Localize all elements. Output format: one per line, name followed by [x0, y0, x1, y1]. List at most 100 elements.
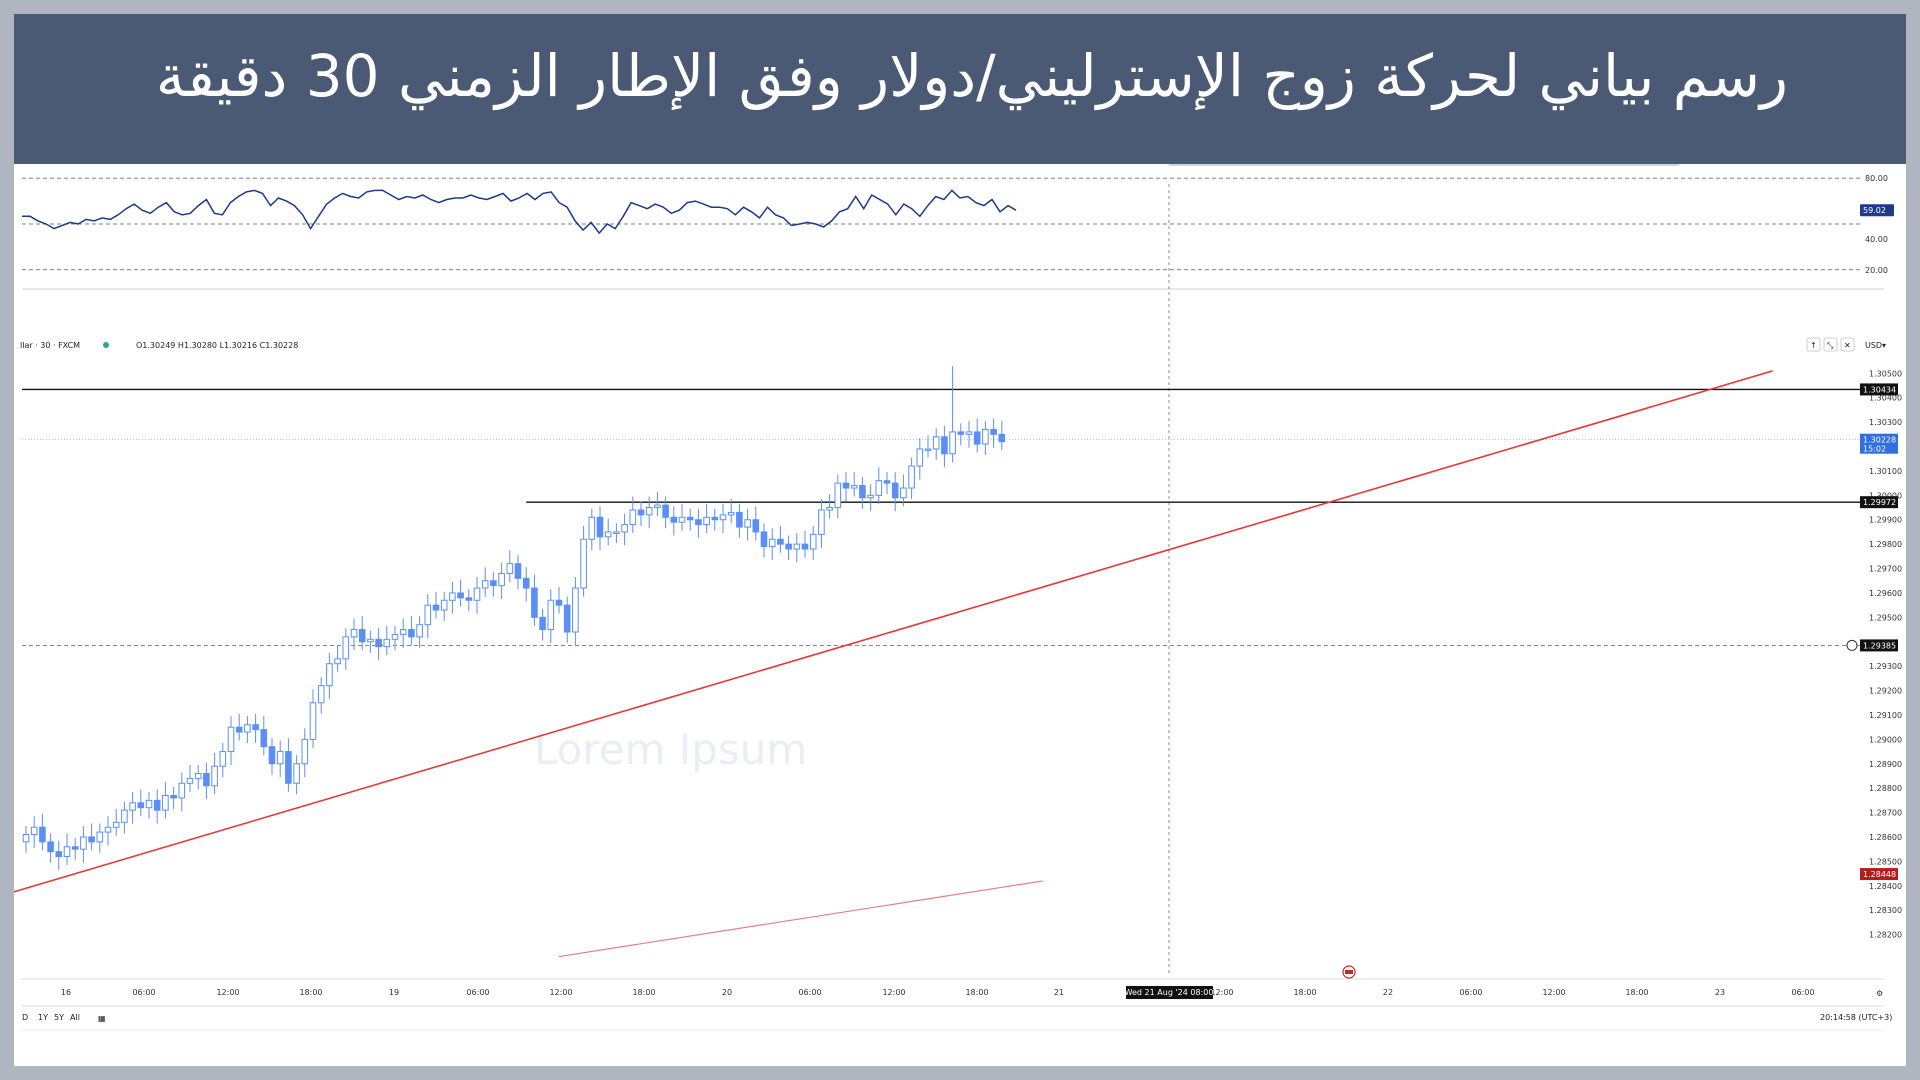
candle: [457, 579, 464, 607]
candle-down-body: [670, 516, 678, 523]
candle: [449, 581, 456, 614]
candle-up-body: [22, 834, 30, 843]
time-tick-label: 18:00: [1293, 988, 1316, 997]
candle-down-body: [662, 504, 669, 518]
candle-up-body: [580, 538, 587, 589]
candle-up-body: [908, 465, 915, 489]
price-tick-label: 1.28700: [1869, 809, 1902, 818]
candle-up-body: [244, 724, 251, 733]
candle-up-body: [932, 436, 940, 450]
arrow-up-icon: ↑: [1810, 341, 1817, 350]
candle: [826, 494, 833, 519]
candle-down-body: [235, 726, 243, 733]
symbol-label: llar · 30 · FXCM: [20, 341, 80, 350]
candle-up-body: [342, 636, 350, 660]
moving-average-line: [558, 880, 1043, 958]
candle-up-body: [572, 587, 579, 633]
candle-up-body: [621, 524, 628, 533]
candle-down-body: [736, 511, 743, 528]
candle: [375, 628, 382, 661]
candle-down-body: [88, 836, 95, 843]
candle: [506, 550, 514, 582]
candle-down-body: [170, 794, 177, 799]
candle-up-body: [186, 777, 194, 784]
candle-down-body: [432, 604, 440, 611]
candle-up-body: [63, 846, 71, 858]
price-tick-label: 1.30400: [1869, 394, 1902, 403]
candle: [760, 523, 768, 558]
level-price-badge: [1860, 496, 1898, 509]
price-tick-label: 1.30300: [1869, 418, 1902, 427]
candle-up-body: [383, 638, 391, 648]
time-tick-label: 12:00: [549, 988, 572, 997]
candle: [63, 833, 71, 866]
candle: [900, 474, 907, 507]
arrow-up-icon-box: [1806, 337, 1821, 352]
price-tick-label: 1.28300: [1869, 906, 1902, 915]
candle: [891, 472, 899, 512]
candle-up-body: [916, 448, 924, 467]
candle: [137, 789, 145, 817]
level-price-label: 1.30434: [1863, 385, 1896, 394]
candle: [408, 616, 415, 646]
price-tick-label: 1.30100: [1869, 467, 1902, 476]
collapse-icon-box: [1823, 337, 1838, 352]
candle-down-body: [941, 436, 948, 455]
candle-up-body: [547, 599, 555, 631]
candle-down-body: [252, 724, 259, 731]
range-button-d[interactable]: D: [22, 1013, 28, 1022]
close-pane-icon: ✕: [1844, 341, 1851, 350]
candle: [268, 738, 276, 775]
page-title: رسم بياني لحركة زوج الإسترليني/دولار وفق…: [155, 42, 1788, 110]
candle-up-body: [809, 533, 817, 550]
price-tick-label: 1.28600: [1869, 833, 1902, 842]
candle-up-body: [949, 431, 956, 455]
candle-down-body: [55, 851, 63, 858]
candle-up-body: [867, 494, 874, 499]
price-tick-label: 1.29800: [1869, 540, 1902, 549]
candle: [973, 418, 981, 453]
candle-up-body: [367, 638, 374, 643]
candle-down-body: [785, 543, 792, 550]
chart-area[interactable]: 80.00 40.00 20.00 59.02 llar · 30 · FXCM O1.…: [14, 164, 1906, 1066]
candle-down-body: [268, 746, 276, 765]
range-button-all[interactable]: All: [70, 1013, 80, 1022]
candle-up-body: [473, 587, 481, 601]
candle-down-body: [563, 604, 571, 633]
candle-down-body: [891, 482, 899, 499]
candle: [998, 420, 1006, 451]
candle: [818, 498, 825, 548]
candle: [588, 508, 596, 551]
candle: [883, 472, 891, 495]
range-button-1y[interactable]: 1Y: [38, 1013, 48, 1022]
price-tick-label: 1.29500: [1869, 613, 1902, 622]
candle: [678, 503, 686, 531]
watermark: Lorem Ipsum: [534, 725, 807, 774]
candle: [481, 567, 489, 597]
time-tick-label: 12:00: [882, 988, 905, 997]
candle-up-body: [30, 826, 38, 836]
candle: [719, 503, 727, 534]
candle: [793, 533, 801, 563]
candle-down-body: [973, 431, 981, 445]
candle: [957, 423, 965, 446]
candle-down-body: [358, 629, 366, 643]
candle: [990, 418, 997, 448]
candle: [293, 755, 300, 795]
low-marker-label: 1.28448: [1863, 870, 1896, 879]
candle-up-body: [900, 487, 907, 499]
candle-up-body: [850, 485, 858, 489]
candle: [629, 496, 637, 534]
candle: [260, 716, 268, 756]
candle: [203, 762, 210, 800]
candle-down-body: [408, 629, 415, 638]
candle: [121, 801, 128, 834]
candle: [654, 491, 661, 517]
range-button-5y[interactable]: 5Y: [54, 1013, 64, 1022]
candle: [153, 789, 161, 824]
candle: [580, 525, 587, 597]
candle: [301, 728, 309, 778]
candle: [572, 577, 579, 646]
candle: [908, 457, 915, 499]
candle-up-body: [588, 516, 596, 540]
